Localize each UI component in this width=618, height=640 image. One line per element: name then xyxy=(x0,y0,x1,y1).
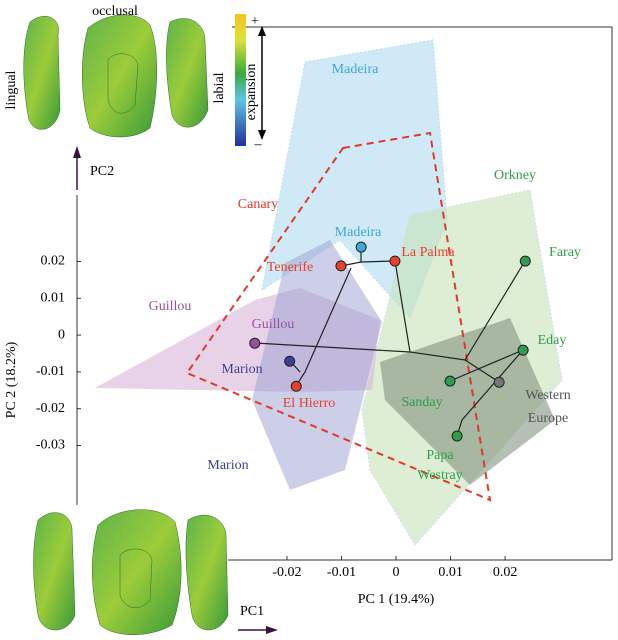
y-tick-label: 0.01 xyxy=(41,291,66,306)
tooth-bottom xyxy=(33,509,229,635)
group-label: Canary xyxy=(238,197,278,212)
x-tick-label: 0 xyxy=(393,565,400,580)
pc1-label: PC1 xyxy=(240,604,264,619)
group-label: Orkney xyxy=(494,168,536,183)
point xyxy=(517,344,529,356)
point-label: Tenerife xyxy=(267,260,313,275)
tree-branch xyxy=(394,260,526,361)
pc2-label: PC2 xyxy=(90,164,114,179)
tooth-shape xyxy=(185,514,229,631)
y-tick-label: 0 xyxy=(58,327,65,342)
group-label: Guillou xyxy=(149,299,192,314)
occlusal-label: occlusal xyxy=(92,4,138,19)
hulls xyxy=(95,39,563,546)
point xyxy=(519,255,531,267)
x-axis-label: PC 1 (19.4%) xyxy=(358,592,435,607)
point xyxy=(493,376,505,388)
point xyxy=(249,337,261,349)
point-label: El Hierro xyxy=(283,396,335,411)
x-tick-label: -0.01 xyxy=(327,565,356,580)
point-label: Guillou xyxy=(252,317,295,332)
point xyxy=(284,355,296,367)
point-label: Madeira xyxy=(335,225,382,240)
point xyxy=(389,255,401,267)
plus-label: + xyxy=(251,14,259,29)
point-label: La Palma xyxy=(401,245,455,260)
lingual-label: lingual xyxy=(4,70,19,109)
y-tick-label: -0.01 xyxy=(36,364,65,379)
labial-label: labial xyxy=(212,72,227,103)
x-tick-label: -0.02 xyxy=(272,565,301,580)
arrow-head xyxy=(258,130,266,140)
tooth-shape xyxy=(91,509,182,635)
group-label: Madeira xyxy=(332,62,379,77)
frame xyxy=(76,26,613,561)
y-axis-label: PC 2 (18.2%) xyxy=(4,341,19,418)
point-label: Eday xyxy=(538,333,567,348)
group-label: Marion xyxy=(207,458,248,473)
group-label: Europe xyxy=(528,411,568,426)
tooth-top xyxy=(23,14,209,138)
point-label: Faray xyxy=(549,245,581,260)
tree-branch xyxy=(464,359,500,383)
tree-branch xyxy=(254,342,411,353)
point xyxy=(290,380,302,392)
x-tick-label: 0.02 xyxy=(493,565,518,580)
tooth-shape xyxy=(81,14,158,138)
hull-marion xyxy=(252,240,382,490)
color-bar xyxy=(235,14,246,146)
tooth-shape xyxy=(23,16,61,130)
hull-canary xyxy=(185,131,492,502)
tree-branch xyxy=(295,267,352,387)
tree-branch xyxy=(449,349,524,382)
y-tick-label: 0.02 xyxy=(41,254,66,269)
arrow-head xyxy=(258,26,266,36)
y-tick-label: -0.03 xyxy=(36,438,65,453)
point-label: Marion xyxy=(221,362,262,377)
point xyxy=(451,430,463,442)
tooth-shape xyxy=(33,512,76,631)
point-label: Sanday xyxy=(401,395,442,410)
point xyxy=(355,241,367,253)
x-tick-label: 0.01 xyxy=(438,565,463,580)
tree-branch xyxy=(456,349,524,437)
tree-branch xyxy=(360,260,396,263)
y-tick-label: -0.02 xyxy=(36,401,65,416)
point xyxy=(444,375,456,387)
point-label: Papa xyxy=(426,448,454,463)
minus-label: – xyxy=(254,137,263,152)
group-label: Western xyxy=(525,388,571,403)
arrow-head xyxy=(73,146,81,158)
tooth-shape xyxy=(166,18,209,128)
expansion-label: expansion xyxy=(244,64,259,121)
point xyxy=(335,260,347,272)
hull-western-europe xyxy=(380,318,555,485)
point-label: Westray xyxy=(417,468,463,483)
arrow-head xyxy=(266,626,278,634)
